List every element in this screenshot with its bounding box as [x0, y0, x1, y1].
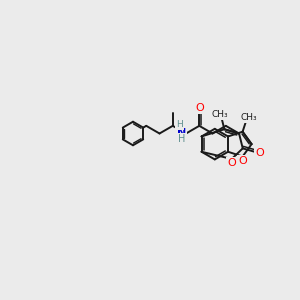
Text: O: O: [227, 158, 236, 168]
Text: O: O: [238, 156, 247, 166]
Text: H: H: [178, 134, 185, 144]
Text: O: O: [195, 103, 204, 112]
Text: H: H: [176, 120, 182, 129]
Text: CH₃: CH₃: [212, 110, 228, 119]
Text: O: O: [255, 148, 264, 158]
Text: CH₃: CH₃: [240, 113, 257, 122]
Text: N: N: [177, 128, 186, 139]
